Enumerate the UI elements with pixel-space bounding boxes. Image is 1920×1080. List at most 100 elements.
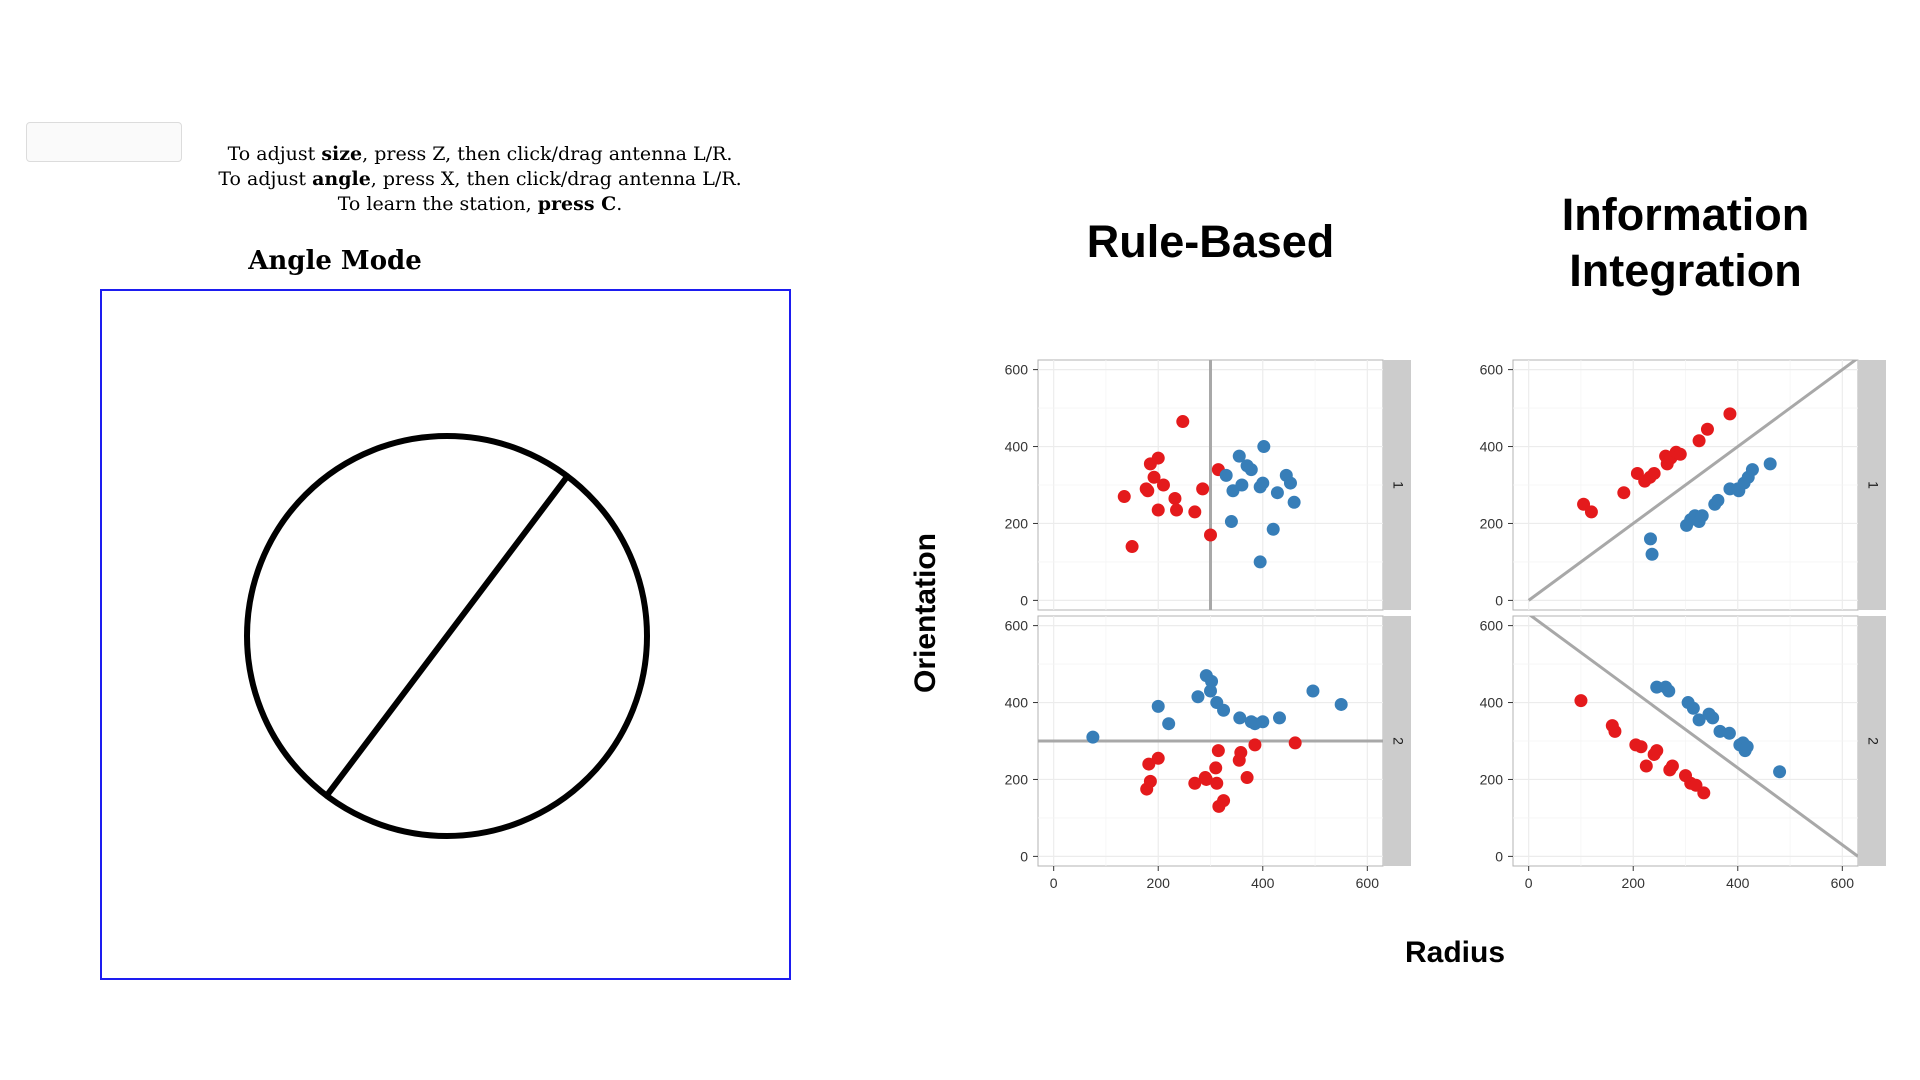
column-title: Information: [1562, 189, 1809, 240]
data-point-blue: [1266, 522, 1280, 536]
facet-strip: [1383, 616, 1411, 866]
antenna-line[interactable]: [323, 473, 571, 799]
data-point-blue: [1256, 476, 1270, 490]
y-tick-label: 200: [1480, 771, 1504, 787]
y-tick-label: 0: [1020, 592, 1028, 608]
data-point-red: [1143, 774, 1157, 788]
data-point-red: [1156, 478, 1170, 492]
data-point-red: [1723, 407, 1737, 421]
data-point-blue: [1233, 711, 1247, 725]
data-point-blue: [1270, 486, 1284, 500]
instruction-angle: To adjust angle, press X, then click/dra…: [218, 168, 742, 190]
data-point-red: [1151, 503, 1165, 517]
data-point-blue: [1162, 717, 1176, 731]
y-tick-label: 400: [1480, 439, 1504, 455]
data-point-blue: [1191, 690, 1205, 704]
data-point-blue: [1273, 711, 1286, 725]
data-point-red: [1692, 434, 1706, 448]
data-point-blue: [1745, 463, 1759, 477]
data-point-red: [1117, 490, 1131, 504]
data-point-red: [1240, 771, 1254, 785]
text-input-box[interactable]: [26, 122, 182, 162]
data-point-blue: [1695, 509, 1709, 523]
data-point-red: [1248, 738, 1262, 752]
data-point-red: [1634, 740, 1648, 754]
data-point-red: [1176, 415, 1190, 429]
data-point-red: [1142, 757, 1156, 771]
instructions: To adjust size, press Z, then click/drag…: [175, 142, 785, 217]
facet-strip-label: 2: [1865, 737, 1881, 745]
data-point-blue: [1643, 532, 1657, 546]
x-axis-title: Radius: [1405, 936, 1505, 969]
data-point-red: [1125, 540, 1139, 554]
data-point-blue: [1722, 726, 1736, 740]
data-point-blue: [1232, 449, 1246, 463]
x-tick-label: 400: [1726, 875, 1750, 891]
data-point-blue: [1763, 457, 1777, 471]
data-point-red: [1673, 447, 1687, 461]
column-title: Rule-Based: [1087, 216, 1335, 267]
data-point-red: [1151, 451, 1165, 465]
data-point-blue: [1205, 674, 1219, 688]
data-point-red: [1188, 505, 1202, 519]
x-tick-label: 0: [1050, 875, 1058, 891]
y-tick-label: 600: [1005, 362, 1029, 378]
data-point-red: [1647, 466, 1661, 480]
facet-strip: [1858, 616, 1886, 866]
data-point-red: [1151, 751, 1165, 765]
data-point-blue: [1306, 684, 1320, 698]
category-structure-figure: Rule-Based Information Integration 0 200 400 6…: [895, 180, 1920, 1020]
data-point-red: [1209, 761, 1223, 775]
instruction-size: To adjust size, press Z, then click/drag…: [227, 143, 733, 165]
y-tick-label: 400: [1005, 695, 1029, 711]
x-tick-label: 400: [1251, 875, 1275, 891]
data-point-red: [1168, 491, 1182, 505]
facet-strip: [1383, 360, 1411, 610]
data-point-red: [1650, 744, 1664, 758]
y-tick-label: 600: [1480, 618, 1504, 634]
y-tick-label: 600: [1005, 618, 1029, 634]
data-point-blue: [1219, 468, 1233, 482]
data-point-blue: [1706, 711, 1720, 725]
data-point-blue: [1257, 440, 1271, 454]
data-point-red: [1697, 786, 1711, 800]
data-point-blue: [1740, 740, 1754, 754]
data-point-blue: [1235, 478, 1249, 492]
data-point-blue: [1686, 701, 1700, 715]
data-point-blue: [1224, 515, 1238, 529]
data-point-red: [1211, 744, 1225, 758]
stimulus-canvas[interactable]: [100, 289, 791, 980]
y-tick-label: 200: [1005, 515, 1029, 531]
data-point-blue: [1283, 476, 1297, 490]
data-point-blue: [1650, 680, 1664, 694]
data-point-blue: [1645, 547, 1659, 561]
data-point-blue: [1711, 493, 1725, 507]
scatter-figure: Rule-BasedInformationIntegration02004006…: [909, 189, 1886, 969]
data-point-red: [1288, 736, 1302, 750]
stimulus-svg[interactable]: [102, 291, 789, 978]
data-point-blue: [1086, 730, 1100, 744]
y-tick-label: 200: [1480, 515, 1504, 531]
data-point-red: [1700, 422, 1714, 436]
facet-strip: [1858, 360, 1886, 610]
data-point-blue: [1692, 713, 1706, 727]
data-point-blue: [1217, 703, 1231, 717]
data-point-red: [1141, 484, 1155, 498]
instruction-learn: To learn the station, press C.: [337, 193, 623, 215]
data-point-red: [1188, 776, 1202, 790]
y-tick-label: 400: [1005, 439, 1029, 455]
data-point-red: [1234, 746, 1248, 760]
mode-title: Angle Mode: [248, 246, 422, 276]
data-point-red: [1210, 776, 1224, 790]
y-tick-label: 600: [1480, 362, 1504, 378]
data-point-blue: [1662, 684, 1676, 698]
data-point-red: [1196, 482, 1210, 496]
data-point-blue: [1334, 697, 1348, 711]
data-point-blue: [1151, 699, 1165, 713]
x-tick-label: 200: [1622, 875, 1646, 891]
x-tick-label: 200: [1147, 875, 1171, 891]
y-tick-label: 0: [1495, 592, 1503, 608]
y-tick-label: 200: [1005, 771, 1029, 787]
data-point-red: [1665, 759, 1679, 773]
data-point-red: [1199, 772, 1213, 786]
